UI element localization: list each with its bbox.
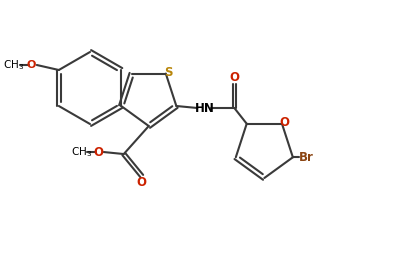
- Text: O: O: [137, 176, 147, 189]
- Text: CH$_3$: CH$_3$: [71, 145, 92, 159]
- Text: CH$_3$: CH$_3$: [3, 58, 24, 72]
- Text: S: S: [164, 66, 173, 79]
- Text: Br: Br: [298, 151, 313, 164]
- Text: O: O: [27, 60, 36, 69]
- Text: O: O: [93, 146, 103, 159]
- Text: O: O: [229, 70, 239, 84]
- Text: O: O: [280, 116, 290, 129]
- Text: HN: HN: [194, 102, 214, 114]
